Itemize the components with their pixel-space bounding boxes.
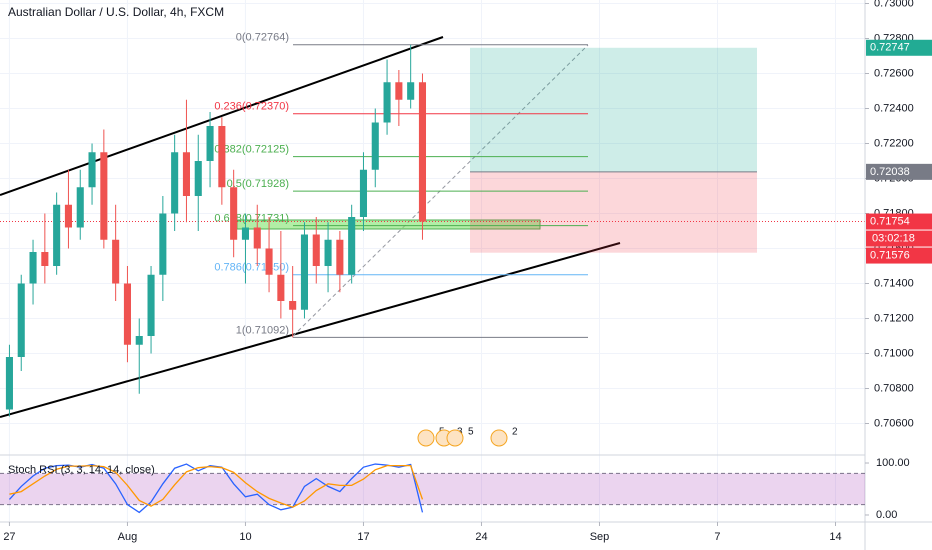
- candle-body: [182, 152, 190, 196]
- entry-badge-bg: [866, 163, 932, 180]
- event-count: 2: [512, 427, 518, 438]
- fib-label: 0.786(0.71450): [214, 262, 289, 274]
- countdown-badge: 03:02:18: [866, 230, 932, 247]
- entry-badge-label: 0.72038: [870, 166, 910, 178]
- y-tick-label: 0.71200: [874, 312, 914, 324]
- x-tick-label: 14: [829, 531, 841, 543]
- osc-tick-label: 0.00: [876, 509, 897, 521]
- candle-body: [265, 248, 273, 275]
- candle-body: [253, 227, 261, 249]
- x-tick-label: 17: [357, 531, 369, 543]
- candle-body: [206, 126, 214, 161]
- x-tick-label: 27: [3, 531, 15, 543]
- candle-body: [348, 217, 356, 275]
- last-price-badge-bg: [866, 213, 932, 230]
- candle-body: [100, 152, 108, 240]
- band-fill: [0, 473, 865, 505]
- candle-body: [395, 82, 403, 100]
- candle-body: [76, 187, 84, 228]
- candle-body: [383, 82, 391, 123]
- candle-body: [41, 252, 49, 266]
- event-count: 5: [468, 427, 474, 438]
- candle-body: [17, 283, 25, 357]
- y-tick-label: 0.73000: [874, 0, 914, 9]
- candle-body: [53, 204, 61, 266]
- candle-body: [88, 152, 96, 188]
- y-tick-label: 0.70600: [874, 417, 914, 429]
- target-badge-bg: [866, 39, 932, 56]
- candle-body: [241, 227, 249, 240]
- chart-title: Australian Dollar / U.S. Dollar, 4h, FXC…: [8, 5, 224, 19]
- candle-body: [171, 152, 179, 214]
- x-tick-label: Aug: [118, 531, 138, 543]
- osc-line: [9, 464, 424, 508]
- channel-lower: [0, 242, 621, 418]
- fib-label: 0.236(0.72370): [214, 101, 289, 113]
- candle-body: [312, 234, 320, 266]
- countdown-bg: [866, 230, 932, 247]
- x-tick-label: 24: [475, 531, 487, 543]
- entry-badge: 0.72038: [866, 163, 932, 180]
- candle-body: [112, 239, 120, 284]
- fib-label: 1(0.71092): [236, 324, 289, 336]
- osc-tick-label: 100.00: [876, 457, 910, 469]
- profit-zone: [470, 47, 757, 172]
- y-tick-label: 0.71400: [874, 277, 914, 289]
- candle-body: [371, 122, 379, 170]
- stop-badge-label: 0.71576: [870, 249, 910, 261]
- candle-body: [277, 274, 285, 301]
- fib-trend: [292, 44, 589, 337]
- fib-label: 0.382(0.72125): [214, 144, 289, 156]
- fib-label: 0(0.72764): [236, 32, 289, 44]
- candle-body: [147, 274, 155, 336]
- candle-body: [418, 82, 427, 222]
- candle-body: [29, 252, 37, 284]
- y-tick-label: 0.72400: [874, 102, 914, 114]
- fib-label: 0.618(0.71731): [214, 212, 289, 224]
- candle-body: [5, 357, 13, 410]
- event-icon: [490, 429, 508, 447]
- last-price-badge: 0.71754: [866, 213, 932, 230]
- candle-body: [336, 239, 344, 275]
- last-price-badge-label: 0.71754: [870, 215, 910, 227]
- x-tick-label: Sep: [590, 531, 610, 543]
- loss-zone: [470, 171, 757, 253]
- candle-body: [159, 213, 167, 275]
- candle-body: [300, 234, 309, 310]
- candle-body: [64, 204, 72, 228]
- y-tick-label: 0.70800: [874, 382, 914, 394]
- x-tick-label: 7: [714, 531, 720, 543]
- candle-body: [324, 239, 332, 266]
- target-badge: 0.72747: [866, 39, 932, 56]
- candle-body: [359, 169, 368, 217]
- candle-body: [230, 187, 238, 240]
- stop-badge: 0.71576: [866, 247, 932, 264]
- fib-label: 0.5(0.71928): [227, 178, 289, 190]
- event-icon: [446, 429, 464, 447]
- osc-line: [8, 463, 424, 514]
- candle-body: [407, 82, 415, 100]
- y-tick-label: 0.72200: [874, 137, 914, 149]
- osc-title: Stoch RSI (3, 3, 14, 14, close): [8, 464, 155, 476]
- y-tick-label: 0.71000: [874, 347, 914, 359]
- target-badge-label: 0.72747: [870, 42, 910, 54]
- candle-body: [135, 336, 143, 345]
- candle-body: [218, 126, 226, 188]
- candle-body: [194, 161, 202, 196]
- candle-body: [123, 283, 131, 345]
- y-tick-label: 0.72600: [874, 67, 914, 79]
- candle-body: [289, 301, 297, 310]
- countdown-label: 03:02:18: [872, 232, 915, 244]
- channel-upper: [0, 36, 444, 196]
- x-tick-label: 10: [239, 531, 251, 543]
- event-icon: [417, 429, 435, 447]
- stop-badge-bg: [866, 247, 932, 264]
- plot: 0(0.72764) 0.236(0.72370) 0.382(0.72125) 0.…: [0, 32, 865, 417]
